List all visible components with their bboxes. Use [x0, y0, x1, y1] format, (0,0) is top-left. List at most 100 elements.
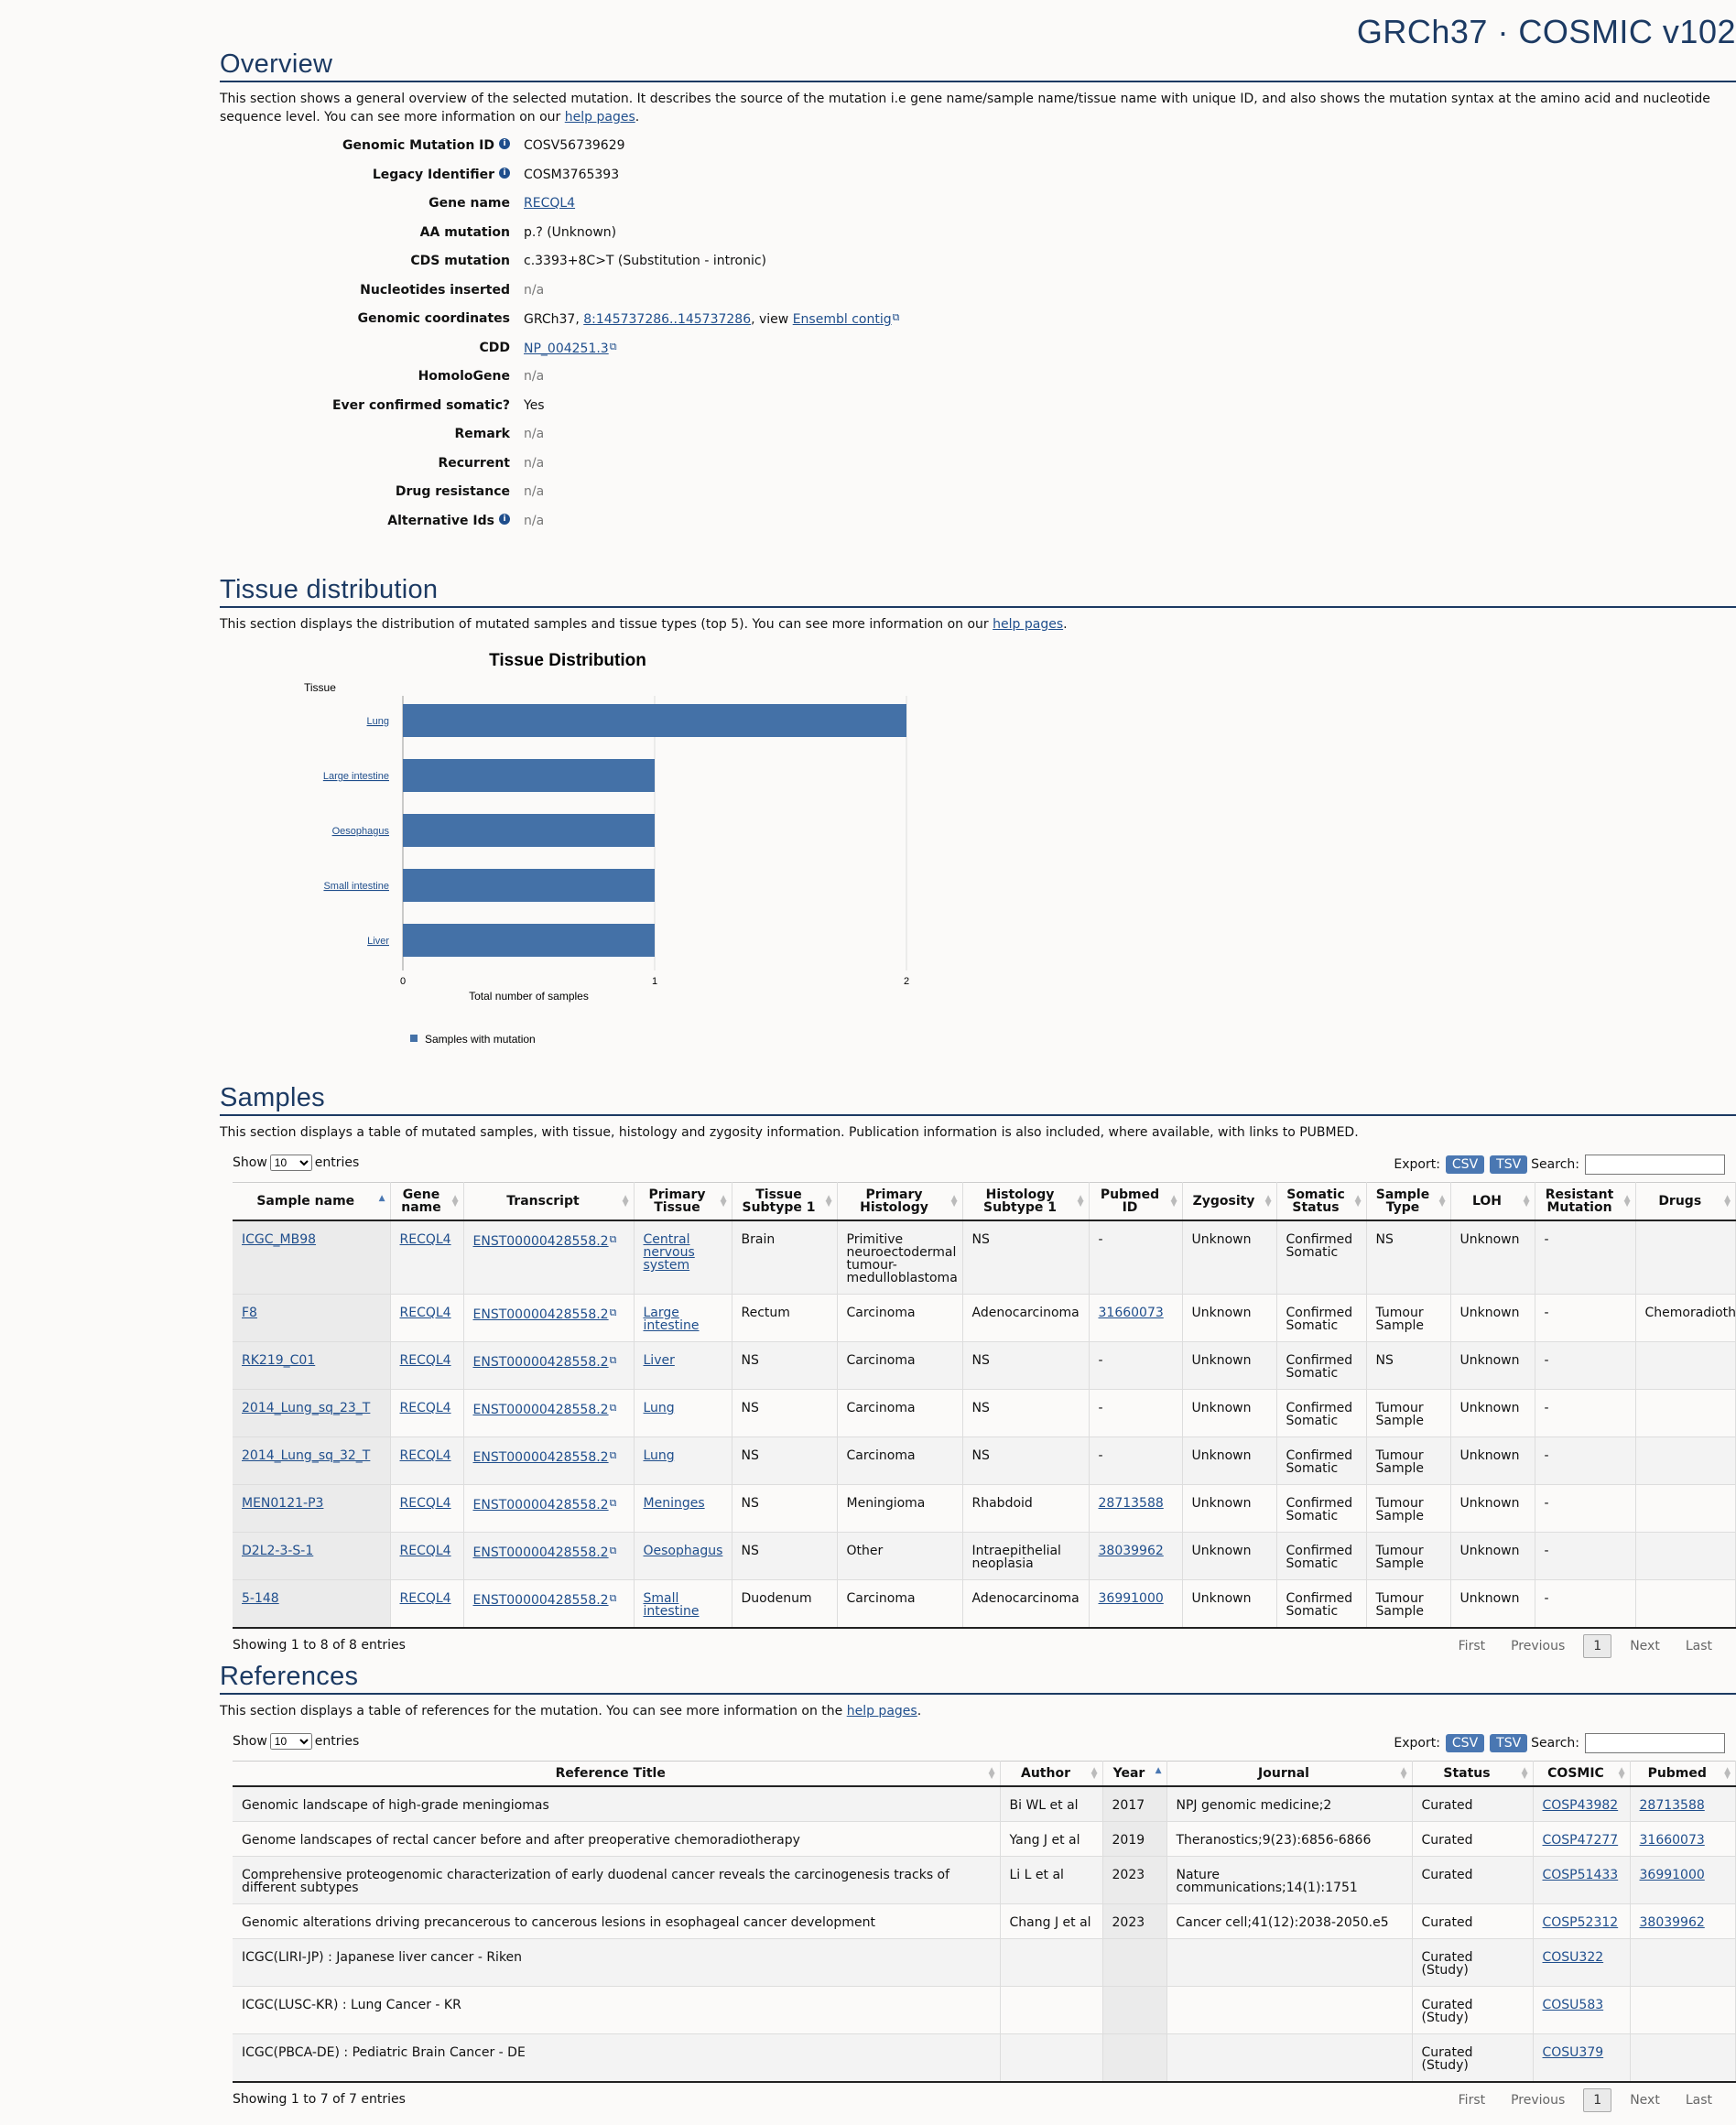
samples-page-length-select[interactable]: 10 — [269, 1155, 312, 1171]
transcript-link[interactable]: ENST00000428558.2 — [472, 1403, 609, 1417]
cosmic-link[interactable]: COSP43982 — [1542, 1798, 1619, 1813]
samples-col-somatic-status[interactable]: Somatic Status ▲ ▼ — [1276, 1182, 1367, 1221]
gene-name-link[interactable]: RECQL4 — [399, 1401, 451, 1415]
primary-tissue-link[interactable]: Lung — [643, 1401, 675, 1415]
info-icon[interactable]: i — [499, 513, 510, 525]
primary-tissue-link[interactable]: Liver — [643, 1353, 675, 1368]
transcript-link[interactable]: ENST00000428558.2 — [472, 1234, 609, 1249]
gene-name-link[interactable]: RECQL4 — [399, 1232, 451, 1247]
cosmic-link[interactable]: COSU379 — [1542, 2045, 1604, 2060]
chart-category-link-large-intestine[interactable]: Large intestine — [323, 771, 389, 782]
references-page-length-select[interactable]: 10 — [269, 1733, 312, 1750]
primary-tissue-link[interactable]: Large intestine — [643, 1306, 700, 1333]
samples-next-button[interactable]: Next — [1630, 1639, 1660, 1653]
sample-name-link[interactable]: F8 — [242, 1306, 257, 1320]
transcript-link[interactable]: ENST00000428558.2 — [472, 1545, 609, 1560]
info-icon[interactable]: i — [499, 167, 510, 179]
sample-name-link[interactable]: ICGC_MB98 — [242, 1232, 317, 1247]
genomic-coordinates-link[interactable]: 8:145737286..145737286 — [583, 312, 752, 327]
samples-col-zygosity[interactable]: Zygosity ▲ ▼ — [1182, 1182, 1277, 1221]
gene-name-link[interactable]: RECQL4 — [399, 1496, 451, 1511]
samples-col-sample-type[interactable]: Sample Type ▲ ▼ — [1366, 1182, 1451, 1221]
transcript-link[interactable]: ENST00000428558.2 — [472, 1450, 609, 1465]
samples-col-tissue-subtype-1[interactable]: Tissue Subtype 1 ▲ ▼ — [732, 1182, 838, 1221]
primary-tissue-link[interactable]: Oesophagus — [643, 1544, 723, 1558]
cosmic-link[interactable]: COSP51433 — [1542, 1868, 1619, 1882]
cosmic-link[interactable]: COSU322 — [1542, 1950, 1604, 1965]
transcript-link[interactable]: ENST00000428558.2 — [472, 1593, 609, 1608]
primary-tissue-link[interactable]: Small intestine — [643, 1591, 700, 1619]
samples-col-gene-name[interactable]: Gene name ▲ ▼ — [390, 1182, 464, 1221]
pubmed-link[interactable]: 31660073 — [1639, 1833, 1705, 1848]
ensembl-contig-link[interactable]: Ensembl contig — [792, 312, 892, 327]
chart-category-link-liver[interactable]: Liver — [367, 936, 389, 947]
references-next-button[interactable]: Next — [1630, 2093, 1660, 2108]
references-col-journal[interactable]: Journal ▲ ▼ — [1166, 1761, 1413, 1787]
transcript-link[interactable]: ENST00000428558.2 — [472, 1307, 609, 1322]
samples-previous-button[interactable]: Previous — [1511, 1639, 1566, 1653]
chart-category-link-oesophagus[interactable]: Oesophagus — [332, 826, 390, 837]
gene-name-link[interactable]: RECQL4 — [399, 1448, 451, 1463]
samples-tsv-button[interactable]: TSV — [1490, 1155, 1528, 1174]
sample-name-link[interactable]: 2014_Lung_sq_23_T — [242, 1401, 371, 1415]
references-col-status[interactable]: Status ▲ ▼ — [1412, 1761, 1534, 1787]
references-last-button[interactable]: Last — [1685, 2093, 1712, 2108]
references-search-input[interactable] — [1585, 1733, 1725, 1753]
chart-category-link-lung[interactable]: Lung — [367, 716, 389, 727]
tissue-help-link[interactable]: help pages — [993, 617, 1064, 632]
info-icon[interactable]: i — [499, 138, 510, 149]
samples-col-primary-histology[interactable]: Primary Histology ▲ ▼ — [837, 1182, 963, 1221]
cosmic-link[interactable]: COSP47277 — [1542, 1833, 1619, 1848]
cosmic-link[interactable]: COSU583 — [1542, 1998, 1604, 2012]
samples-last-button[interactable]: Last — [1685, 1639, 1712, 1653]
samples-col-pubmed-id[interactable]: Pubmed ID ▲ ▼ — [1089, 1182, 1183, 1221]
samples-page-1-button[interactable]: 1 — [1583, 1634, 1612, 1658]
pubmed-id-link[interactable]: 28713588 — [1098, 1496, 1164, 1511]
pubmed-link[interactable]: 28713588 — [1639, 1798, 1705, 1813]
samples-col-transcript[interactable]: Transcript ▲ ▼ — [463, 1182, 635, 1221]
pubmed-id-link[interactable]: 36991000 — [1098, 1591, 1164, 1606]
transcript-link[interactable]: ENST00000428558.2 — [472, 1498, 609, 1512]
samples-col-histology-subtype-1[interactable]: Histology Subtype 1 ▲ ▼ — [962, 1182, 1090, 1221]
references-csv-button[interactable]: CSV — [1445, 1734, 1485, 1752]
gene-name-link[interactable]: RECQL4 — [399, 1306, 451, 1320]
gene-name-link[interactable]: RECQL4 — [399, 1544, 451, 1558]
primary-tissue-link[interactable]: Lung — [643, 1448, 675, 1463]
samples-col-sample-name[interactable]: Sample name ▲ — [233, 1182, 391, 1221]
transcript-link[interactable]: ENST00000428558.2 — [472, 1355, 609, 1370]
samples-col-resistant-mutation[interactable]: Resistant Mutation ▲ ▼ — [1535, 1182, 1636, 1221]
samples-col-drugs[interactable]: Drugs ▲ ▼ — [1635, 1182, 1736, 1221]
samples-first-button[interactable]: First — [1458, 1639, 1486, 1653]
pubmed-id-link[interactable]: 31660073 — [1098, 1306, 1164, 1320]
sample-name-link[interactable]: MEN0121-P3 — [242, 1496, 324, 1511]
cdd-link[interactable]: NP_004251.3 — [524, 341, 609, 356]
cosmic-link[interactable]: COSP52312 — [1542, 1915, 1619, 1930]
pubmed-link[interactable]: 38039962 — [1639, 1915, 1705, 1930]
references-help-link[interactable]: help pages — [846, 1704, 917, 1718]
samples-search-input[interactable] — [1585, 1155, 1725, 1175]
samples-col-loh[interactable]: LOH ▲ ▼ — [1450, 1182, 1535, 1221]
gene-name-link[interactable]: RECQL4 — [524, 196, 576, 211]
sample-name-link[interactable]: D2L2-3-S-1 — [242, 1544, 314, 1558]
references-col-reference-title[interactable]: Reference Title ▲ ▼ — [233, 1761, 1001, 1787]
sample-name-link[interactable]: RK219_C01 — [242, 1353, 316, 1368]
chart-category-link-small-intestine[interactable]: Small intestine — [323, 881, 389, 892]
references-tsv-button[interactable]: TSV — [1490, 1734, 1528, 1752]
primary-tissue-link[interactable]: Meninges — [643, 1496, 705, 1511]
overview-help-link[interactable]: help pages — [564, 110, 635, 125]
sample-name-link[interactable]: 2014_Lung_sq_32_T — [242, 1448, 371, 1463]
pubmed-link[interactable]: 36991000 — [1639, 1868, 1705, 1882]
references-col-author[interactable]: Author ▲ ▼ — [1000, 1761, 1103, 1787]
primary-tissue-link[interactable]: Central nervous system — [643, 1232, 695, 1273]
references-page-1-button[interactable]: 1 — [1583, 2088, 1612, 2112]
samples-csv-button[interactable]: CSV — [1445, 1155, 1485, 1174]
samples-col-primary-tissue[interactable]: Primary Tissue ▲ ▼ — [634, 1182, 732, 1221]
references-previous-button[interactable]: Previous — [1511, 2093, 1566, 2108]
gene-name-link[interactable]: RECQL4 — [399, 1591, 451, 1606]
sample-name-link[interactable]: 5-148 — [242, 1591, 279, 1606]
references-col-pubmed[interactable]: Pubmed ▲ ▼ — [1630, 1761, 1736, 1787]
references-col-year[interactable]: Year ▲ — [1102, 1761, 1167, 1787]
references-col-cosmic[interactable]: COSMIC ▲ ▼ — [1533, 1761, 1631, 1787]
gene-name-link[interactable]: RECQL4 — [399, 1353, 451, 1368]
references-first-button[interactable]: First — [1458, 2093, 1486, 2108]
